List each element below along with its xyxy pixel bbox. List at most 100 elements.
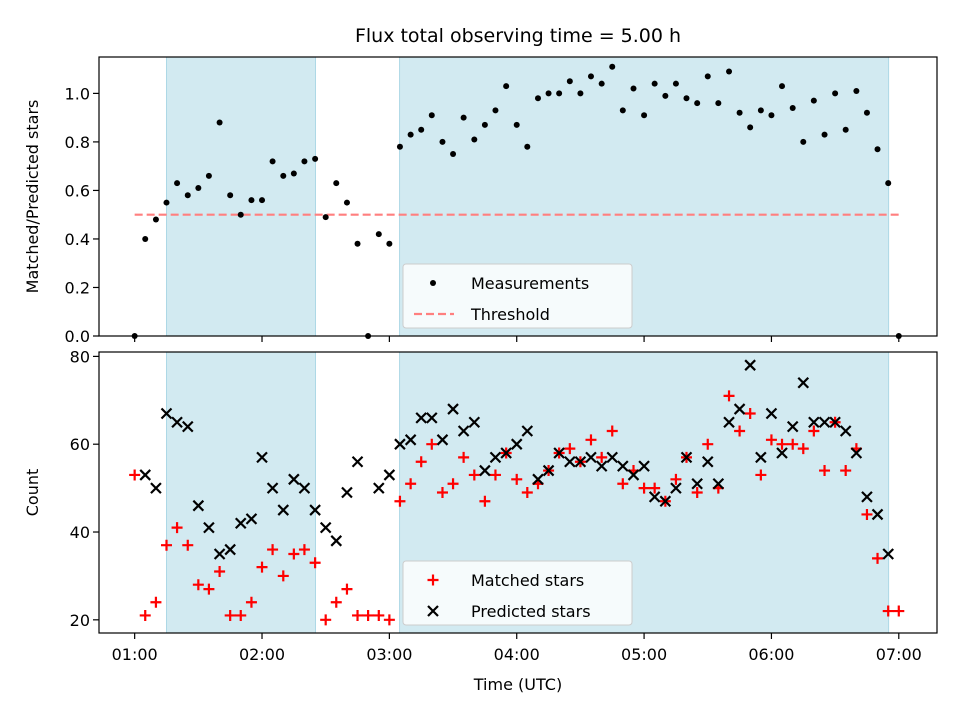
measurement-point — [205, 172, 212, 179]
matched-star-point — [734, 425, 746, 437]
predicted-star-point — [595, 460, 608, 472]
top-panel: 0.0 0.2 0.4 0.6 0.8 1.0 Matched/Predicted star… — [23, 56, 938, 346]
matched-star-point — [702, 438, 714, 450]
measurement-point — [184, 192, 191, 199]
matched-star-point — [511, 473, 523, 485]
predicted-star-point — [786, 420, 799, 433]
measurement-point — [842, 126, 849, 133]
x-tick-label: 01:00 — [112, 645, 158, 664]
predicted-star-point — [288, 473, 300, 486]
predicted-star-point — [479, 464, 491, 477]
matched-star-point — [362, 609, 374, 621]
bottom-axes-frame — [98, 351, 938, 634]
measurement-point — [322, 214, 329, 221]
matched-star-point — [383, 614, 395, 626]
top-y-tick-label: 0.6 — [65, 181, 90, 200]
matched-star-point — [458, 451, 470, 463]
matched-star-point — [819, 465, 831, 477]
predicted-star-point — [500, 447, 512, 459]
matched-star-point — [320, 614, 332, 626]
bottom-legend-box — [402, 560, 633, 626]
predicted-star-point — [298, 482, 311, 494]
measurement-point — [481, 121, 488, 128]
predicted-star-point — [468, 416, 481, 429]
predicted-star-point — [245, 513, 258, 525]
matched-star-point — [330, 596, 342, 608]
matched-star-point — [617, 478, 629, 490]
matched-star-point — [394, 495, 406, 507]
predicted-star-point — [213, 548, 226, 560]
predicted-star-point — [351, 455, 364, 468]
predicted-star-point — [755, 451, 767, 464]
measurement-point — [609, 63, 616, 70]
matched-star-point — [808, 425, 820, 437]
measurement-point — [534, 95, 541, 102]
measurement-point — [259, 197, 266, 204]
top-legend-label: Measurements — [471, 274, 589, 293]
predicted-star-point — [171, 416, 183, 429]
matched-star-point — [787, 438, 799, 450]
matched-star-point — [744, 407, 756, 419]
measurement-point — [619, 107, 626, 114]
predicted-star-point — [203, 521, 215, 534]
measurement-point — [407, 131, 414, 138]
predicted-star-point — [150, 482, 162, 494]
predicted-star-point — [871, 508, 884, 521]
measurement-point — [312, 155, 319, 162]
bottom-y-tick-label: 40 — [70, 523, 90, 542]
predicted-star-point — [532, 473, 544, 486]
matched-star-point — [150, 596, 162, 608]
measurement-point — [237, 211, 244, 218]
predicted-star-point — [319, 521, 332, 534]
predicted-star-point — [627, 469, 640, 481]
predicted-star-point — [670, 482, 682, 494]
measurement-point — [556, 90, 563, 97]
predicted-star-point — [383, 469, 396, 481]
measurement-point — [672, 80, 679, 87]
measurement-point — [694, 100, 701, 107]
predicted-star-point — [181, 420, 194, 433]
matched-star-point — [352, 609, 364, 621]
matched-star-point — [489, 469, 501, 481]
matched-star-point — [298, 544, 310, 556]
measurement-point — [163, 199, 170, 206]
predicted-star-point — [542, 464, 555, 477]
measurement-point — [280, 172, 287, 179]
bottom-shaded-interval — [165, 352, 317, 633]
predicted-star-point — [691, 477, 703, 490]
matched-star-point — [872, 552, 884, 564]
measurement-point — [641, 112, 648, 119]
matched-star-point — [309, 557, 321, 569]
matched-star-point — [373, 609, 385, 621]
predicted-star-point — [436, 434, 449, 446]
matched-star-point — [405, 478, 417, 490]
measurement-point — [598, 80, 605, 87]
predicted-star-point — [701, 455, 714, 468]
predicted-star-point — [309, 504, 321, 516]
matched-star-point — [341, 583, 353, 595]
predicted-star-point — [192, 499, 205, 512]
x-tick-label: 07:00 — [876, 645, 922, 664]
matched-star-point — [426, 438, 438, 450]
measurement-point — [874, 146, 881, 153]
predicted-star-point — [277, 504, 290, 516]
measurement-point — [810, 97, 817, 104]
predicted-star-point — [648, 491, 661, 503]
predicted-star-point — [850, 447, 863, 459]
matched-star-point — [840, 465, 852, 477]
predicted-star-point — [585, 451, 597, 464]
legend-matched-marker — [427, 574, 439, 586]
predicted-star-point — [712, 477, 725, 490]
predicted-star-point — [234, 517, 247, 530]
measurement-point — [662, 92, 669, 99]
predicted-star-point — [564, 455, 576, 468]
predicted-star-point — [404, 434, 417, 446]
matched-star-point — [192, 579, 204, 591]
matched-star-point — [723, 390, 735, 402]
matched-star-point — [861, 508, 873, 520]
predicted-star-point — [521, 425, 534, 437]
legend-predicted-marker — [427, 605, 439, 617]
measurement-point — [460, 114, 467, 121]
matched-star-point — [479, 495, 491, 507]
matched-star-point — [596, 451, 608, 463]
